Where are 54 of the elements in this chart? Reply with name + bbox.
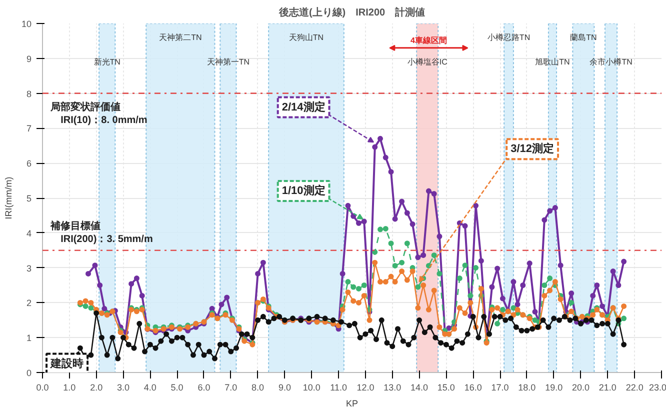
x-tick-label: 10.0 bbox=[302, 382, 320, 392]
y-tick-label: 8 bbox=[26, 88, 32, 99]
text: 2/14測定 bbox=[282, 100, 326, 114]
band-label: 蘭島TN bbox=[570, 32, 598, 42]
y-tick-label: 5 bbox=[26, 194, 32, 204]
x-tick-label: 8.0 bbox=[252, 382, 264, 392]
x-tick-label: 20.0 bbox=[572, 382, 590, 392]
y-tick-label: 10 bbox=[21, 19, 32, 29]
x-tick-label: 13.0 bbox=[384, 382, 402, 392]
x-tick-label: 3.0 bbox=[116, 382, 130, 392]
x-tick-label: 18.0 bbox=[518, 382, 536, 392]
x-tick-label: 2.0 bbox=[90, 382, 103, 392]
band-label: 旭歌山TN bbox=[535, 57, 570, 66]
x-axis-title: KP bbox=[346, 398, 358, 408]
x-tick-label: 22.0 bbox=[626, 382, 644, 392]
x-tick-label: 6.0 bbox=[198, 382, 210, 392]
x-tick-label: 16.0 bbox=[464, 382, 482, 392]
x-tick-label: 23.0 bbox=[648, 382, 666, 392]
x-tick-label: 15.0 bbox=[437, 382, 455, 392]
legend-label: 建設時 bbox=[50, 356, 84, 370]
annotation: 4車線区間 bbox=[410, 36, 447, 46]
band-label: 天狗山TN bbox=[288, 32, 324, 42]
ref-line-label: 局部変状評価値 IRI(10)：8. 0mm/m bbox=[50, 101, 148, 126]
y-tick-label: 6 bbox=[26, 158, 32, 169]
band-label: 天神第二TN bbox=[159, 32, 202, 42]
x-tick-label: 19.0 bbox=[545, 382, 563, 392]
x-tick-label: 11.0 bbox=[330, 382, 347, 392]
x-tick-label: 17.0 bbox=[491, 382, 509, 392]
ref-line-label: 補修目標値 IRI(200)：3. 5mm/m bbox=[50, 220, 153, 246]
band-label: 新光TN bbox=[94, 57, 121, 66]
band-label: 小樽忍路TN bbox=[487, 32, 530, 42]
x-tick-label: 14.0 bbox=[410, 382, 428, 392]
band-label: 小樽塩谷IC bbox=[407, 57, 448, 66]
x-tick-label: 4.0 bbox=[144, 382, 156, 392]
y-tick-label: 2 bbox=[26, 298, 32, 308]
y-axis-title: IRI(mm/m) bbox=[3, 176, 14, 220]
x-tick-label: 0.0 bbox=[36, 382, 49, 392]
band-label: 天神第一TN bbox=[206, 57, 250, 66]
y-tick-label: 9 bbox=[26, 54, 32, 64]
text: 1/10測定 bbox=[282, 184, 326, 198]
band-label: 余市小樽TN bbox=[590, 57, 633, 66]
y-tick-label: 4 bbox=[26, 228, 32, 238]
y-tick-label: 7 bbox=[26, 124, 32, 134]
x-tick-label: 1.0 bbox=[63, 382, 76, 392]
x-tick-label: 12.0 bbox=[356, 382, 374, 392]
y-tick-label: 0 bbox=[26, 368, 32, 378]
y-tick-label: 3 bbox=[26, 263, 32, 274]
chart-title: 後志道(上り線) IRI200 計測値 bbox=[278, 6, 426, 18]
y-tick-label: 1 bbox=[26, 333, 32, 344]
x-tick-label: 9.0 bbox=[278, 382, 291, 392]
x-tick-label: 5.0 bbox=[170, 382, 184, 392]
text: 3/12測定 bbox=[510, 142, 554, 156]
x-tick-label: 21.0 bbox=[598, 382, 616, 392]
x-tick-label: 7.0 bbox=[224, 382, 238, 392]
